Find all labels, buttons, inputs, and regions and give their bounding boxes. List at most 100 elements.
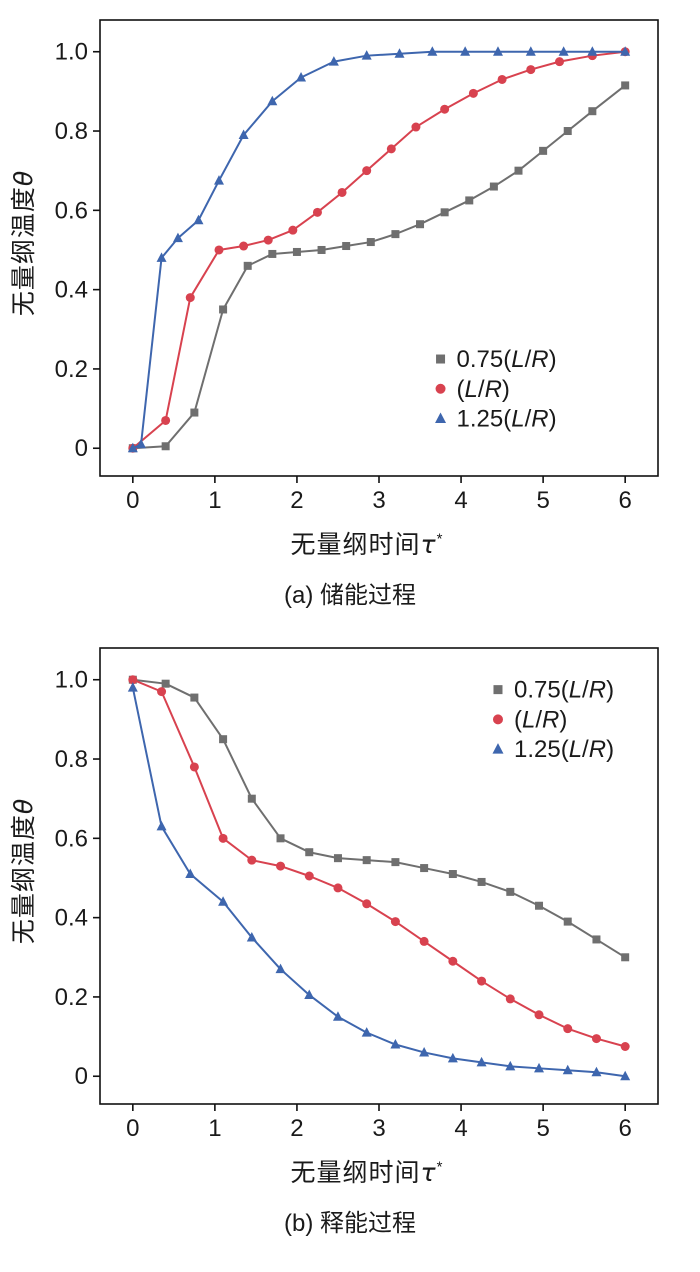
marker-square — [440, 208, 449, 217]
series-triangle — [127, 682, 631, 1081]
marker-triangle — [238, 129, 249, 139]
marker-square — [342, 242, 351, 251]
marker-triangle — [492, 743, 504, 754]
marker-circle — [362, 899, 372, 909]
marker-circle — [161, 415, 171, 425]
marker-triangle — [591, 1066, 602, 1077]
marker-circle — [435, 383, 446, 394]
x-tick-label: 3 — [372, 1115, 385, 1142]
marker-triangle — [427, 46, 438, 56]
legend: 0.75(L/R)(L/R) 1.25(L/R) — [492, 677, 614, 763]
marker-square — [563, 127, 572, 136]
legend-item: 0.75(L/R) — [436, 346, 557, 373]
legend-label: 1.25(L/R) — [514, 736, 614, 763]
y-tick-label: 0.4 — [55, 905, 88, 932]
marker-triangle — [156, 252, 167, 262]
y-axis-label-text-a: 无量纲温度 — [10, 186, 38, 317]
marker-square — [436, 354, 446, 364]
y-axis-label-column-b: 无量纲温度θ — [0, 636, 44, 1106]
legend-item: (L/R) — [435, 376, 510, 403]
marker-circle — [419, 936, 429, 946]
x-tick-label: 3 — [372, 487, 385, 514]
marker-square — [477, 877, 486, 886]
marker-circle — [312, 207, 322, 217]
x-tick-label: 2 — [290, 487, 303, 514]
marker-square — [366, 238, 375, 247]
plot-row-a: 无量纲温度θ 0 1 2 3 4 5 6 0 0.2 0.4 0.6 0.8 1.0 0.75(L/R) (… — [0, 8, 700, 561]
marker-circle — [362, 166, 372, 176]
x-tick-label: 1 — [208, 487, 221, 514]
marker-triangle — [332, 1011, 343, 1021]
plot-area-storage: 0 1 2 3 4 5 6 0 0.2 0.4 0.6 0.8 1.0 0.75(L/R) (L/R) 1.2… — [55, 19, 659, 514]
x-tick-label: 6 — [618, 1115, 631, 1142]
marker-circle — [440, 104, 450, 114]
marker-triangle — [156, 820, 167, 831]
y-tick-label: 0.6 — [55, 197, 88, 224]
marker-square — [190, 408, 199, 417]
series-line — [132, 678, 626, 959]
marker-triangle — [304, 989, 315, 999]
marker-square — [268, 249, 277, 258]
x-axis-label-sup-a: * — [436, 530, 444, 548]
marker-triangle — [361, 50, 372, 60]
y-tick-label: 0.2 — [55, 984, 88, 1011]
marker-triangle — [328, 56, 339, 66]
marker-triangle — [435, 412, 447, 424]
marker-circle — [276, 861, 286, 871]
marker-circle — [505, 994, 515, 1004]
marker-square — [243, 261, 252, 270]
marker-square — [317, 245, 326, 254]
x-tick-label: 0 — [126, 1115, 139, 1142]
marker-circle — [239, 241, 249, 251]
marker-square — [161, 442, 170, 451]
series-line — [132, 50, 626, 450]
figure-panel: 无量纲温度θ 0 1 2 3 4 5 6 0 0.2 0.4 0.6 0.8 1.0 0.75(L/R)(… — [0, 8, 700, 1238]
marker-triangle — [534, 1062, 545, 1073]
legend-label: (L/R) — [514, 706, 567, 733]
marker-circle — [263, 235, 273, 245]
y-axis-label-a: 无量纲温度θ — [4, 170, 40, 316]
caption-b: (b) 释能过程 — [284, 1210, 416, 1237]
x-axis-label-b: 无量纲时间τ* — [44, 1153, 690, 1189]
marker-circle — [555, 57, 565, 67]
chart-release-process: 无量纲温度θ 0 1 2 3 4 5 6 0 0.2 0.4 0.6 0.8 1.0 0.75(L/R)(… — [0, 636, 700, 1238]
marker-circle — [620, 1042, 630, 1052]
marker-square — [514, 166, 523, 175]
legend: 0.75(L/R)(L/R)1.25(L/R) — [435, 346, 557, 433]
marker-triangle — [562, 1064, 573, 1075]
x-axis-label-text-a: 无量纲时间 — [290, 531, 421, 559]
y-axis-label-text-b: 无量纲温度 — [10, 814, 38, 945]
x-tick-label: 1 — [208, 1115, 221, 1142]
legend-item: (L/R) — [492, 706, 567, 733]
marker-circle — [189, 762, 199, 772]
marker-triangle — [558, 46, 569, 56]
legend-label: 0.75(L/R) — [514, 677, 614, 704]
plot-column-b: 0 1 2 3 4 5 6 0 0.2 0.4 0.6 0.8 1.0 0.75(L/R) (L/R) 1.2… — [44, 636, 690, 1189]
marker-triangle — [296, 71, 307, 82]
marker-square — [362, 856, 371, 865]
y-tick-label: 0.8 — [55, 746, 88, 773]
marker-circle — [214, 245, 224, 255]
x-tick-label: 0 — [126, 487, 139, 514]
y-tick-label: 1.0 — [55, 39, 88, 66]
x-axis-label-symbol-b: τ — [420, 1158, 437, 1187]
marker-square — [391, 230, 400, 239]
x-tick-label: 5 — [536, 487, 549, 514]
series-circle — [128, 47, 630, 453]
marker-circle — [390, 917, 400, 927]
x-axis-label-symbol-a: τ — [420, 530, 437, 559]
x-tick-label: 6 — [618, 487, 631, 514]
marker-circle — [333, 883, 343, 893]
marker-square — [416, 220, 425, 229]
marker-circle — [247, 855, 257, 865]
y-axis-label-column-a: 无量纲温度θ — [0, 8, 44, 478]
marker-square — [292, 247, 301, 256]
marker-triangle — [492, 46, 503, 56]
marker-triangle — [419, 1046, 430, 1057]
series-line — [132, 50, 626, 450]
plot-column-a: 0 1 2 3 4 5 6 0 0.2 0.4 0.6 0.8 1.0 0.75(L/R) (L/R) 1.2… — [44, 8, 690, 561]
marker-circle — [411, 122, 421, 132]
marker-triangle — [361, 1027, 372, 1037]
y-tick-label: 0.8 — [55, 118, 88, 145]
marker-square — [219, 305, 228, 314]
